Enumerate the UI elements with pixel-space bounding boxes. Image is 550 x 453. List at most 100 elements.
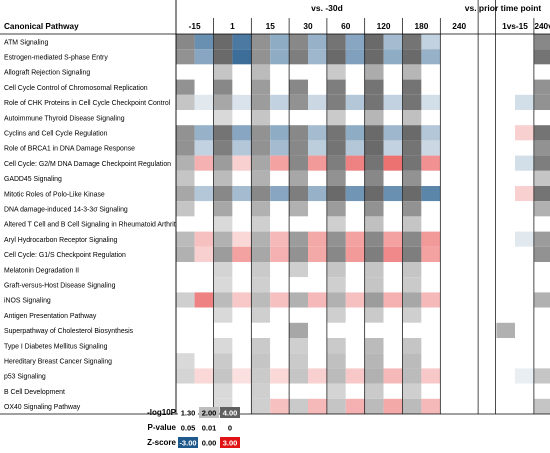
- significance-cell: [365, 140, 384, 156]
- zscore-cell: [270, 140, 289, 156]
- zscore-cell: [345, 79, 365, 95]
- zscore-cell: [308, 186, 327, 202]
- significance-cell: [213, 170, 233, 186]
- significance-cell: [251, 307, 271, 323]
- significance-cell: [251, 353, 271, 369]
- zscore-cell: [194, 49, 214, 65]
- vs-baseline-group-title: vs. -30d: [311, 3, 343, 13]
- significance-cell: [402, 246, 422, 262]
- legend-value: 0: [228, 424, 232, 433]
- pvalue-legend-label: P-value: [148, 423, 177, 432]
- significance-cell: [289, 322, 308, 338]
- column-label: 120: [377, 21, 391, 31]
- significance-cell: [496, 231, 515, 247]
- pathway-label: Cyclins and Cell Cycle Regulation: [4, 131, 108, 138]
- heatmap-grid: [0, 0, 550, 415]
- significance-cell: [440, 64, 460, 80]
- significance-cell: [496, 216, 515, 232]
- significance-cell: [496, 322, 515, 338]
- zscore-cell: [383, 322, 403, 338]
- significance-cell: [365, 398, 384, 414]
- significance-cell: [496, 79, 515, 95]
- pathway-label: Allograft Rejection Signaling: [4, 70, 90, 77]
- significance-cell: [496, 368, 515, 384]
- significance-cell: [176, 338, 195, 354]
- significance-cell: [327, 338, 346, 354]
- significance-cell: [440, 277, 460, 293]
- zscore-cell: [270, 231, 289, 247]
- zscore-cell: [232, 155, 251, 171]
- significance-cell: [213, 383, 233, 399]
- significance-cell: [534, 140, 550, 156]
- significance-cell: [365, 383, 384, 399]
- zscore-cell: [459, 49, 478, 65]
- zscore-cell: [232, 201, 251, 217]
- zscore-cell: [308, 155, 327, 171]
- significance-cell: [534, 170, 550, 186]
- significance-cell: [213, 110, 233, 126]
- significance-cell: [440, 368, 460, 384]
- significance-cell: [365, 292, 384, 308]
- zscore-cell: [308, 216, 327, 232]
- row-header: Canonical Pathway: [4, 22, 79, 31]
- significance-cell: [327, 49, 346, 65]
- significance-cell: [327, 201, 346, 217]
- zscore-cell: [421, 110, 440, 126]
- significance-cell: [365, 170, 384, 186]
- significance-cell: [365, 201, 384, 217]
- zscore-cell: [515, 110, 534, 126]
- significance-cell: [534, 125, 550, 141]
- zscore-cell: [515, 155, 534, 171]
- significance-cell: [176, 292, 195, 308]
- legend-swatch: [178, 422, 198, 433]
- zscore-cell: [194, 246, 214, 262]
- legend-value: 2.00: [202, 409, 217, 418]
- significance-cell: [251, 186, 271, 202]
- significance-cell: [176, 322, 195, 338]
- significance-cell: [496, 307, 515, 323]
- significance-cell: [327, 368, 346, 384]
- significance-cell: [213, 353, 233, 369]
- zscore-cell: [232, 94, 251, 110]
- heatmap-cells: [176, 34, 550, 414]
- zscore-cell: [270, 170, 289, 186]
- zscore-cell: [515, 292, 534, 308]
- zscore-cell: [515, 125, 534, 141]
- zscore-cell: [270, 246, 289, 262]
- significance-cell: [496, 34, 515, 50]
- significance-cell: [327, 231, 346, 247]
- zscore-cell: [421, 201, 440, 217]
- zscore-cell: [308, 322, 327, 338]
- zscore-cell: [421, 383, 440, 399]
- significance-cell: [402, 216, 422, 232]
- zscore-cell: [345, 140, 365, 156]
- zscore-cell: [421, 186, 440, 202]
- significance-cell: [327, 353, 346, 369]
- zscore-cell: [308, 246, 327, 262]
- significance-cell: [213, 94, 233, 110]
- zscore-cell: [459, 110, 478, 126]
- zscore-cell: [345, 383, 365, 399]
- significance-cell: [213, 49, 233, 65]
- significance-cell: [440, 140, 460, 156]
- zscore-cell: [270, 277, 289, 293]
- significance-cell: [496, 94, 515, 110]
- zscore-cell: [515, 201, 534, 217]
- significance-cell: [534, 186, 550, 202]
- zscore-cell: [270, 125, 289, 141]
- significance-cell: [440, 94, 460, 110]
- significance-cell: [534, 307, 550, 323]
- zscore-cell: [232, 262, 251, 278]
- legend-value: 0.05: [181, 424, 196, 433]
- significance-cell: [289, 353, 308, 369]
- significance-cell: [496, 246, 515, 262]
- significance-cell: [213, 231, 233, 247]
- significance-cell: [327, 322, 346, 338]
- significance-cell: [365, 110, 384, 126]
- zscore-cell: [194, 216, 214, 232]
- zscore-cell: [345, 322, 365, 338]
- pathway-label: Antigen Presentation Pathway: [4, 313, 97, 320]
- significance-cell: [365, 186, 384, 202]
- zscore-cell: [459, 216, 478, 232]
- zscore-cell: [459, 292, 478, 308]
